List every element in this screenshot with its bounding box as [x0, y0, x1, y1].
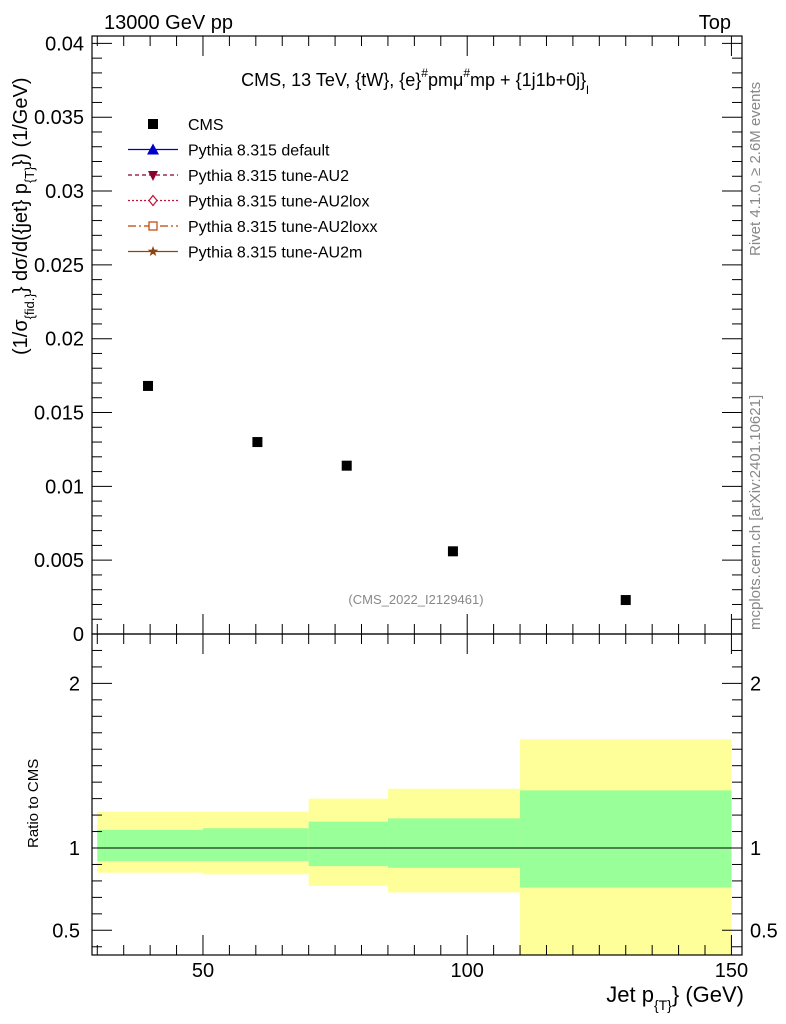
xlabel-end: } (GeV)	[672, 982, 744, 1007]
ylabel-b: } dσ/d({jet} p	[10, 183, 32, 293]
cms-data-point-0	[143, 380, 154, 391]
legend-label-4: Pythia 8.315 tune-AU2loxx	[188, 219, 377, 236]
x-tick-label: 150	[715, 960, 748, 982]
title-sup2: #	[463, 66, 470, 80]
legend-label-5: Pythia 8.315 tune-AU2m	[188, 245, 362, 262]
data-points	[143, 380, 631, 606]
ratio-tick-label-right: 2	[750, 673, 761, 695]
y-tick-label: 0.015	[34, 403, 84, 425]
xlabel-main: Jet p	[606, 982, 654, 1007]
legend-entry-1: Pythia 8.315 default	[128, 143, 330, 160]
mcplots-reference-label: mcplots.cern.ch [arXiv:2401.10621]	[747, 395, 764, 630]
cms-data-point-3	[447, 546, 458, 557]
ylabel-a-sub: {fid.}	[22, 293, 37, 320]
legend-label-1: Pythia 8.315 default	[188, 143, 330, 160]
title-sup1: #	[421, 66, 428, 80]
ratio-tick-label-right: 1	[750, 838, 761, 860]
legend-marker-triangle-down	[148, 171, 158, 181]
y-tick-label: 0.035	[34, 107, 84, 129]
y-axis-label: (1/σ{fid.}} dσ/d({jet} p{T}}) (1/GeV)	[10, 78, 37, 355]
chart-title: CMS, 13 TeV, {tW}, {e}#pmμ#mp + {1j1b+0j…	[241, 66, 589, 97]
ratio-tick-label-left: 1	[69, 838, 80, 860]
ratio-tick-label-left: 0.5	[52, 920, 80, 942]
ratio-tick-label-right: 0.5	[750, 920, 778, 942]
ratio-y-axis-label: Ratio to CMS	[25, 759, 42, 848]
stat-uncertainty-band-3	[387, 818, 521, 868]
legend-entry-2: Pythia 8.315 tune-AU2	[128, 168, 349, 185]
ratio-tick-label-left: 2	[69, 673, 80, 695]
title-main: CMS, 13 TeV, {tW}, {e}	[241, 70, 421, 90]
y-tick-label: 0.025	[34, 255, 84, 277]
legend: CMS Pythia 8.315 default Pythia 8.315 tune…	[128, 117, 377, 262]
xlabel-sub: {T}	[654, 997, 672, 1013]
axis-ticks: 0 0.005 0.01 0.015 0.02 0.025 0.03 0.035 0.04 50 1…	[34, 33, 778, 982]
y-tick-label: 0.01	[45, 476, 84, 498]
legend-label-3: Pythia 8.315 tune-AU2lox	[188, 194, 369, 211]
x-tick-label: 50	[192, 960, 214, 982]
stat-uncertainty-band-4	[520, 790, 732, 888]
cms-data-point-2	[341, 460, 352, 471]
legend-label-0: CMS	[188, 117, 224, 134]
x-axis-label: Jet p{T}} (GeV)	[606, 982, 744, 1013]
stat-uncertainty-band-1	[202, 828, 309, 862]
y-tick-label: 0	[73, 624, 84, 646]
y-tick-label: 0.02	[45, 329, 84, 351]
cms-data-point-1	[252, 437, 263, 448]
y-tick-label: 0.03	[45, 181, 84, 203]
ylabel-a: (1/σ	[10, 319, 32, 355]
title-sub: l	[586, 83, 589, 97]
legend-entry-3: Pythia 8.315 tune-AU2lox	[128, 194, 369, 211]
legend-marker-open-square	[148, 221, 158, 231]
header-energy-label: 13000 GeV pp	[104, 12, 233, 34]
stat-uncertainty-band-0	[97, 829, 203, 862]
ylabel-b-sub: {T}	[22, 166, 37, 183]
title-mid: pmμ	[428, 70, 463, 90]
stat-uncertainty-band-2	[308, 821, 388, 867]
title-end: mp + {1j1b+0j}	[470, 70, 586, 90]
cms-data-point-4	[620, 595, 631, 606]
y-tick-label: 0.04	[45, 33, 84, 55]
legend-marker-star	[147, 246, 159, 256]
ylabel-c: }) (1/GeV)	[10, 78, 32, 167]
y-tick-label: 0.005	[34, 550, 84, 572]
rivet-version-label: Rivet 4.1.0, ≥ 2.6M events	[747, 82, 764, 256]
ratio-bands	[92, 739, 742, 955]
legend-entry-5: Pythia 8.315 tune-AU2m	[128, 245, 362, 262]
ratio-plot-frame	[91, 633, 743, 956]
x-tick-label: 100	[451, 960, 484, 982]
analysis-id-label: (CMS_2022_I2129461)	[348, 592, 483, 607]
legend-marker-triangle-up	[147, 143, 159, 155]
legend-entry-4: Pythia 8.315 tune-AU2loxx	[128, 219, 377, 236]
legend-marker-diamond	[148, 194, 158, 207]
legend-marker-square	[148, 119, 158, 129]
header-process-label: Top	[699, 12, 731, 34]
legend-entry-0: CMS	[148, 117, 224, 134]
legend-label-2: Pythia 8.315 tune-AU2	[188, 168, 349, 185]
